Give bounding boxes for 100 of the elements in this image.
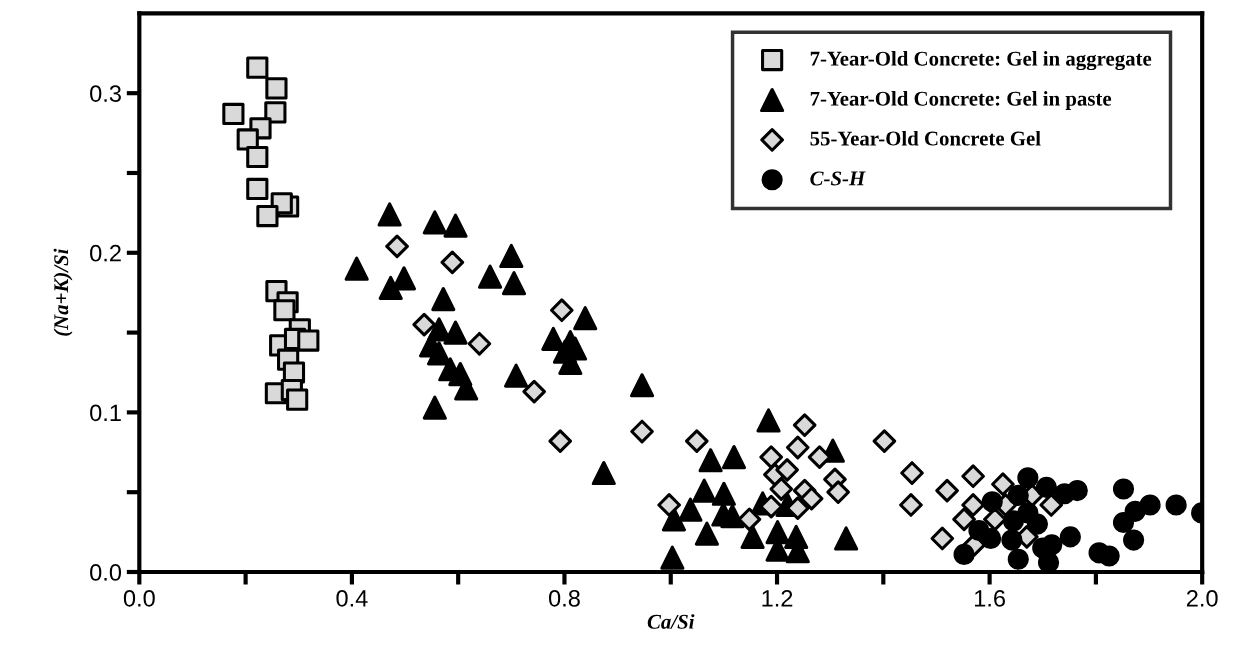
- y-tick-label: 0.3: [90, 85, 121, 102]
- legend-label: 7-Year-Old Concrete: Gel in aggregate: [810, 51, 1152, 71]
- point: [1066, 480, 1088, 502]
- point: [426, 341, 452, 366]
- point: [785, 435, 810, 460]
- y-tick-label: 0.1: [90, 404, 121, 422]
- point: [799, 486, 824, 511]
- legend-label: 55-Year-Old Concrete Gel: [810, 130, 1041, 146]
- point: [961, 464, 985, 489]
- point: [1139, 494, 1161, 516]
- point: [286, 388, 309, 411]
- point: [222, 102, 245, 126]
- point: [657, 493, 681, 517]
- point: [684, 429, 709, 453]
- point: [678, 497, 703, 522]
- point: [792, 413, 817, 437]
- point: [1038, 551, 1060, 572]
- point: [548, 429, 573, 453]
- x-axis-title: Ca/Si: [647, 614, 695, 629]
- point: [769, 477, 794, 501]
- point: [1123, 529, 1145, 551]
- point: [1017, 467, 1039, 489]
- point: [443, 320, 468, 345]
- point: [900, 461, 924, 485]
- x-tick-label: 1.2: [762, 589, 793, 607]
- point: [501, 271, 527, 296]
- point: [981, 491, 1003, 513]
- point: [265, 77, 288, 100]
- point: [591, 460, 616, 486]
- legend-label: 7-Year-Old Concrete: Gel in paste: [810, 91, 1112, 110]
- point: [378, 275, 403, 300]
- point: [660, 545, 685, 570]
- point: [1007, 548, 1029, 570]
- point: [1041, 534, 1063, 556]
- point: [1112, 478, 1135, 500]
- point: [431, 287, 456, 312]
- y-tick-label: 0.0: [90, 564, 122, 581]
- point: [246, 56, 269, 79]
- point: [872, 429, 897, 453]
- x-tick-label: 0.8: [548, 589, 580, 607]
- point: [1165, 494, 1187, 516]
- point: [1035, 476, 1058, 498]
- legend-label: C-S-H: [810, 171, 866, 186]
- point: [711, 481, 736, 506]
- point: [935, 478, 959, 503]
- point: [422, 395, 447, 420]
- point: [422, 210, 447, 235]
- point: [759, 445, 784, 469]
- point: [504, 363, 529, 388]
- x-tick-label: 2.0: [1186, 589, 1218, 607]
- point: [1026, 513, 1049, 535]
- point: [692, 478, 717, 503]
- point: [740, 524, 765, 549]
- point: [720, 504, 745, 529]
- point: [737, 507, 762, 532]
- point: [1007, 484, 1029, 506]
- point: [256, 204, 279, 228]
- point: [698, 448, 723, 473]
- point: [721, 445, 747, 470]
- point: [629, 373, 655, 398]
- point: [930, 526, 955, 551]
- point: [236, 128, 259, 151]
- point: [297, 329, 320, 352]
- point: [273, 299, 296, 322]
- point: [246, 145, 269, 169]
- point: [549, 298, 574, 323]
- point: [522, 379, 547, 404]
- point: [1059, 526, 1081, 548]
- point: [467, 331, 492, 356]
- point: [694, 521, 719, 546]
- point: [478, 264, 503, 289]
- point: [1098, 545, 1120, 567]
- point: [377, 202, 402, 227]
- point: [443, 213, 468, 238]
- point: [775, 458, 799, 482]
- point: [826, 480, 850, 505]
- point: [499, 243, 524, 269]
- point: [264, 101, 287, 124]
- point: [899, 493, 923, 517]
- x-tick-label: 1.6: [975, 589, 1005, 607]
- y-axis-title: (Na+K)/Si: [53, 248, 73, 336]
- point: [412, 312, 436, 337]
- point: [630, 419, 654, 444]
- point: [961, 493, 985, 517]
- point: [573, 306, 598, 331]
- point: [991, 472, 1015, 497]
- y-tick-label: 0.2: [90, 244, 121, 262]
- x-tick-label: 0.4: [336, 589, 368, 607]
- point: [440, 250, 465, 275]
- point: [246, 177, 269, 201]
- x-tick-label: 0.0: [123, 589, 155, 607]
- point: [1001, 529, 1023, 551]
- point: [1039, 493, 1064, 517]
- point: [952, 507, 976, 532]
- point: [756, 408, 781, 433]
- point: [385, 234, 409, 259]
- point: [834, 526, 859, 551]
- point: [344, 256, 369, 281]
- point: [953, 543, 975, 566]
- point: [980, 527, 1002, 550]
